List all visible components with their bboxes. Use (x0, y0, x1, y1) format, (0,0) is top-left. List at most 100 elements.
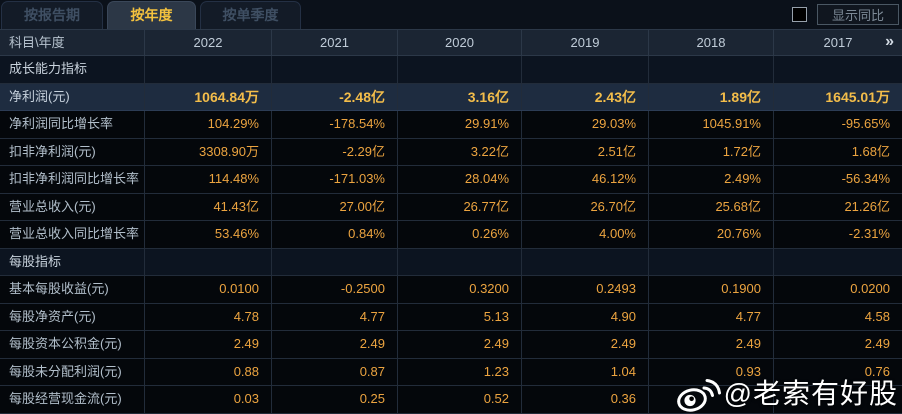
table-row[interactable]: 每股资本公积金(元) 2.49 2.49 2.49 2.49 2.49 2.49 (0, 331, 902, 359)
tab-by-year[interactable]: 按年度 (107, 1, 196, 29)
cell-value: 0.2493 (522, 276, 649, 303)
row-label: 每股净资产(元) (0, 303, 145, 330)
table-row[interactable]: 每股指标 (0, 248, 902, 276)
more-years-chevron-icon[interactable]: » (885, 33, 894, 50)
cell-value: 0.0200 (850, 281, 890, 296)
cell-value: 20.76% (649, 221, 774, 248)
cell-value: 104.29% (145, 111, 272, 138)
table-row[interactable]: 基本每股收益(元) 0.0100 -0.2500 0.3200 0.2493 0.1900… (0, 276, 902, 304)
table-row[interactable]: 营业总收入(元) 41.43亿 27.00亿 26.77亿 26.70亿 25.68亿 21… (0, 193, 902, 221)
cell-value (145, 56, 272, 83)
year-label: 2019 (570, 35, 600, 50)
row-label: 营业总收入同比增长率 (0, 221, 145, 248)
cell-value: 1.89亿 (649, 83, 774, 110)
cell-value: 3.16亿 (398, 83, 522, 110)
cell-value: 2.49 (864, 336, 890, 351)
cell-value: 0.52 (398, 386, 522, 413)
cell-value: 0.1900 (649, 276, 774, 303)
cell-value: 2.49% (649, 166, 774, 193)
cell-value: -2.29亿 (272, 138, 398, 165)
cell-value: -2.48亿 (272, 83, 398, 110)
cell-value: 2.43亿 (522, 83, 649, 110)
cell-value: 2.51亿 (522, 138, 649, 165)
cell-value: 41.43亿 (145, 193, 272, 220)
tab-by-single-quarter[interactable]: 按单季度 (200, 1, 301, 29)
table-row[interactable]: 每股经营现金流(元) 0.03 0.25 0.52 0.36 (0, 386, 902, 414)
year-column-header-2022: 2022 (145, 30, 272, 55)
cell-value: 4.77 (649, 303, 774, 330)
cell-value: 26.77亿 (398, 193, 522, 220)
row-label: 扣非净利润同比增长率 (0, 166, 145, 193)
table-row[interactable]: 净利润(元) 1064.84万 -2.48亿 3.16亿 2.43亿 1.89亿 1645.… (0, 83, 902, 111)
row-label: 营业总收入(元) (0, 193, 145, 220)
year-label: 2021 (320, 35, 349, 50)
cell-value: 2.49 (649, 331, 774, 358)
cell-value (398, 56, 522, 83)
cell-value (649, 56, 774, 83)
year-label: 2022 (193, 35, 223, 50)
cell-value: 4.90 (522, 303, 649, 330)
row-label: 每股资本公积金(元) (0, 331, 145, 358)
table-body: 成长能力指标 净利润(元) 1064.84万 -2.48亿 3.16亿 2.43亿 1.89… (0, 56, 902, 414)
cell-value: 29.91% (398, 111, 522, 138)
row-label: 净利润同比增长率 (0, 111, 145, 138)
year-label: 2017 (823, 35, 853, 50)
cell-value: -178.54% (272, 111, 398, 138)
table-row[interactable]: 每股未分配利润(元) 0.88 0.87 1.23 1.04 0.93 0.76 (0, 358, 902, 386)
year-column-header-2017: 2017 » (774, 30, 902, 55)
tab-by-report-period[interactable]: 按报告期 (1, 1, 103, 29)
column-header-subject-year: 科目\年度 (0, 30, 145, 55)
year-column-header-2019: 2019 (522, 30, 649, 55)
year-column-header-2020: 2020 (398, 30, 522, 55)
cell-value: 2.49 (272, 331, 398, 358)
tab-bar: 按报告期 按年度 按单季度 (0, 0, 902, 29)
cell-value (145, 248, 272, 275)
cell-value: 25.68亿 (649, 193, 774, 220)
year-label: 2020 (445, 35, 474, 50)
cell-value (522, 56, 649, 83)
row-label: 每股未分配利润(元) (0, 358, 145, 385)
cell-value: 3308.90万 (145, 138, 272, 165)
cell-value: 21.26亿 (844, 198, 890, 214)
row-label: 成长能力指标 (0, 56, 145, 83)
cell-value: 114.48% (145, 166, 272, 193)
cell-value: 1045.91% (649, 111, 774, 138)
row-label: 净利润(元) (0, 83, 145, 110)
cell-value: 0.26% (398, 221, 522, 248)
cell-value: 3.22亿 (398, 138, 522, 165)
cell-value: 4.77 (272, 303, 398, 330)
show-yoy-checkbox[interactable] (792, 7, 807, 22)
table-row[interactable]: 扣非净利润(元) 3308.90万 -2.29亿 3.22亿 2.51亿 1.72亿 1.6… (0, 138, 902, 166)
cell-value (649, 386, 774, 413)
cell-value: 4.78 (145, 303, 272, 330)
cell-value: 4.00% (522, 221, 649, 248)
table-row[interactable]: 扣非净利润同比增长率 114.48% -171.03% 28.04% 46.12% 2.4… (0, 166, 902, 194)
cell-value: 0.36 (522, 386, 649, 413)
cell-value: 26.70亿 (522, 193, 649, 220)
cell-value: 2.49 (398, 331, 522, 358)
cell-value: 0.76 (864, 363, 890, 379)
cell-value: 1064.84万 (145, 83, 272, 110)
row-label: 每股经营现金流(元) (0, 386, 145, 413)
cell-value: 5.13 (398, 303, 522, 330)
cell-value: 29.03% (522, 111, 649, 138)
cell-value: 53.46% (145, 221, 272, 248)
show-yoy-label[interactable]: 显示同比 (817, 4, 899, 25)
cell-value: 2.49 (522, 331, 649, 358)
row-label: 扣非净利润(元) (0, 138, 145, 165)
cell-value (649, 248, 774, 275)
row-label: 每股指标 (0, 248, 145, 275)
table-row[interactable]: 每股净资产(元) 4.78 4.77 5.13 4.90 4.77 4.58 (0, 303, 902, 331)
cell-value: 0.3200 (398, 276, 522, 303)
table-row[interactable]: 净利润同比增长率 104.29% -178.54% 29.91% 29.03% 1045.… (0, 111, 902, 139)
table-row[interactable]: 成长能力指标 (0, 56, 902, 84)
cell-value: 0.03 (145, 386, 272, 413)
cell-value: -171.03% (272, 166, 398, 193)
cell-value: 0.0100 (145, 276, 272, 303)
year-column-header-2021: 2021 (272, 30, 398, 55)
cell-value: 1.23 (398, 358, 522, 385)
year-label: 2018 (696, 35, 726, 50)
row-label: 基本每股收益(元) (0, 276, 145, 303)
cell-value: 0.84% (272, 221, 398, 248)
table-row[interactable]: 营业总收入同比增长率 53.46% 0.84% 0.26% 4.00% 20.76% -2.… (0, 221, 902, 249)
